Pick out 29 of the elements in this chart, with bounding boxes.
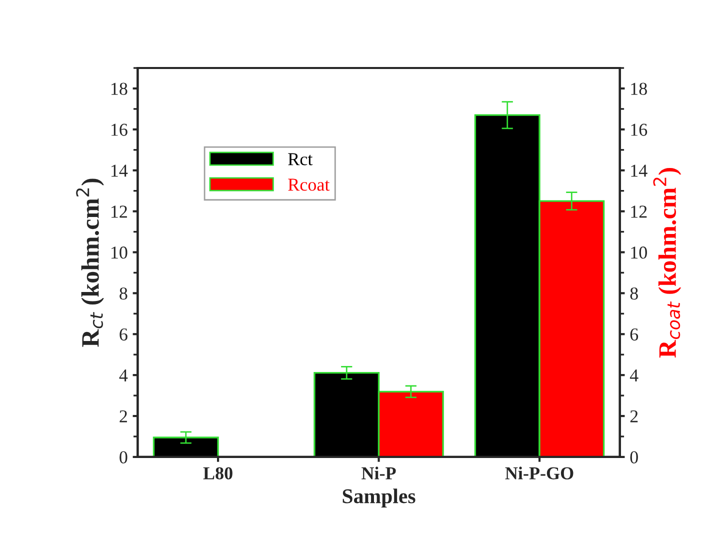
bar — [152, 436, 219, 457]
y2-tick-label: 4 — [630, 369, 638, 382]
y-tick-label: 18 — [111, 82, 128, 95]
y-tick-label: 12 — [111, 206, 127, 218]
x-tick-label: Ni-P — [362, 466, 396, 480]
y2-tick-label: 12 — [631, 206, 647, 218]
y-axis-title: R$_{ct}$ (kohm.cm$^{2}$) — [76, 178, 104, 347]
x-tick-label: L80 — [203, 467, 232, 480]
legend-label: Rct — [288, 153, 313, 166]
x-tick-label: Ni-P-GO — [505, 466, 574, 480]
y2-axis-title: R$_{coat}$ (kohm.cm$^{2}$) — [653, 168, 682, 358]
y-tick-label: 2 — [120, 410, 127, 422]
y2-tick-label: 2 — [630, 410, 638, 422]
x-axis-title: Samples — [342, 488, 416, 508]
y-tick-label: 16 — [111, 124, 128, 136]
y2-tick-label: 0 — [630, 451, 638, 464]
y-tick-label: 10 — [111, 246, 128, 259]
legend-label: Rcoat — [288, 178, 330, 191]
y2-tick-label: 18 — [631, 82, 647, 95]
y-tick-label: 0 — [120, 451, 128, 464]
y2-tick-label: 10 — [631, 246, 647, 259]
y-tick-label: 14 — [111, 164, 128, 177]
y2-tick-label: 16 — [631, 124, 648, 136]
y2-tick-label: 14 — [631, 164, 648, 177]
y-tick-label: 8 — [120, 287, 128, 300]
y-tick-label: 4 — [119, 369, 128, 382]
y2-tick-label: 8 — [630, 287, 638, 300]
y-tick-label: 6 — [120, 328, 128, 341]
y2-tick-label: 6 — [630, 328, 638, 341]
